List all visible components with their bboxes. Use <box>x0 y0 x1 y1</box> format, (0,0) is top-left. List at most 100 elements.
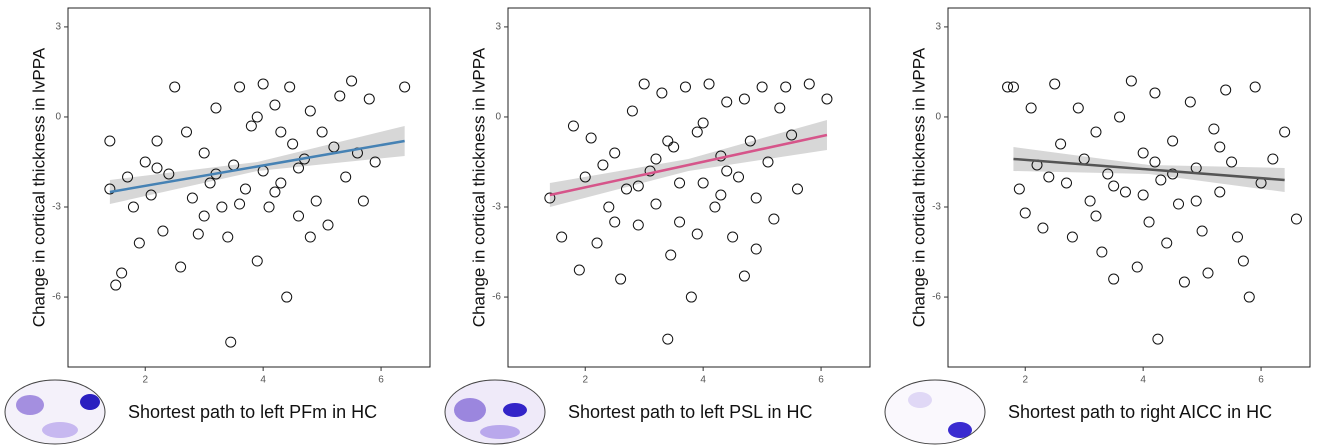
data-point <box>222 231 234 243</box>
data-point <box>1161 237 1173 249</box>
data-point <box>216 201 228 213</box>
data-point <box>1173 198 1185 210</box>
confidence-band <box>109 125 405 205</box>
data-point <box>567 120 579 132</box>
data-point <box>157 225 169 237</box>
data-point <box>656 87 668 99</box>
data-point <box>1220 84 1232 96</box>
data-point <box>169 81 181 93</box>
data-point <box>1184 96 1196 108</box>
plot-frame <box>947 7 1311 368</box>
data-point <box>756 81 768 93</box>
data-point <box>1196 225 1208 237</box>
data-point <box>293 162 305 174</box>
data-point <box>1202 267 1214 279</box>
x-tick-label: 2 <box>142 375 148 386</box>
data-point <box>1149 87 1161 99</box>
data-point <box>750 192 762 204</box>
data-point <box>709 201 721 213</box>
data-point <box>674 216 686 228</box>
data-point <box>1208 123 1220 135</box>
data-point <box>210 102 222 114</box>
data-point <box>591 237 603 249</box>
data-point <box>1243 291 1255 303</box>
data-point <box>1013 183 1025 195</box>
data-point <box>1178 276 1190 288</box>
x-tick-label: 6 <box>378 375 384 386</box>
data-point <box>697 177 709 189</box>
data-point <box>104 183 116 195</box>
data-point <box>573 264 585 276</box>
data-point <box>1119 186 1131 198</box>
data-point <box>304 105 316 117</box>
brain-icon <box>884 379 986 445</box>
data-point <box>281 291 293 303</box>
y-tick-label: -6 <box>932 292 941 303</box>
data-point <box>1061 177 1073 189</box>
data-point <box>1043 171 1055 183</box>
data-point <box>316 126 328 138</box>
data-point <box>192 228 204 240</box>
data-point <box>122 171 134 183</box>
data-point <box>609 147 621 159</box>
brain-icon <box>444 379 546 445</box>
y-tick-label: 0 <box>495 112 501 123</box>
plot-frame <box>507 7 871 368</box>
data-point <box>1002 81 1014 93</box>
x-axis-label: Shortest path to left PFm in HC <box>128 402 377 422</box>
data-point <box>621 183 633 195</box>
data-point <box>674 177 686 189</box>
data-point <box>225 336 237 348</box>
data-point <box>234 81 246 93</box>
data-point <box>139 156 151 168</box>
data-point <box>632 180 644 192</box>
data-point <box>662 135 674 147</box>
data-point <box>186 192 198 204</box>
y-tick-label: 3 <box>55 22 61 33</box>
data-point <box>151 162 163 174</box>
data-point <box>322 219 334 231</box>
y-axis-label: Change in cortical thickness in lvPPA <box>909 47 928 327</box>
y-tick-label: -3 <box>492 202 501 213</box>
data-point <box>304 231 316 243</box>
data-point <box>234 198 246 210</box>
data-point <box>597 159 609 171</box>
data-point <box>1167 168 1179 180</box>
data-point <box>721 96 733 108</box>
data-point <box>251 111 263 123</box>
data-point <box>198 147 210 159</box>
data-point <box>650 153 662 165</box>
data-point <box>1108 180 1120 192</box>
data-point <box>665 249 677 261</box>
data-point <box>679 81 691 93</box>
data-point <box>1049 78 1061 90</box>
data-point <box>1096 246 1108 258</box>
regression-line <box>549 133 828 197</box>
data-point <box>556 231 568 243</box>
data-point <box>1137 189 1149 201</box>
data-point <box>293 210 305 222</box>
data-point <box>310 195 322 207</box>
data-point <box>727 231 739 243</box>
data-point <box>668 141 680 153</box>
data-point <box>1125 75 1137 87</box>
data-point <box>609 216 621 228</box>
data-point <box>116 267 128 279</box>
data-point <box>768 213 780 225</box>
data-point <box>163 168 175 180</box>
data-point <box>340 171 352 183</box>
data-point <box>363 93 375 105</box>
data-point <box>721 165 733 177</box>
data-point <box>239 183 251 195</box>
data-point <box>245 120 257 132</box>
x-tick-label: 6 <box>818 375 824 386</box>
data-point <box>133 237 145 249</box>
data-point <box>744 135 756 147</box>
data-point <box>1037 222 1049 234</box>
data-point <box>1152 333 1164 345</box>
data-point <box>603 201 615 213</box>
plot-frame <box>67 7 431 368</box>
data-point <box>733 171 745 183</box>
data-point <box>579 171 591 183</box>
